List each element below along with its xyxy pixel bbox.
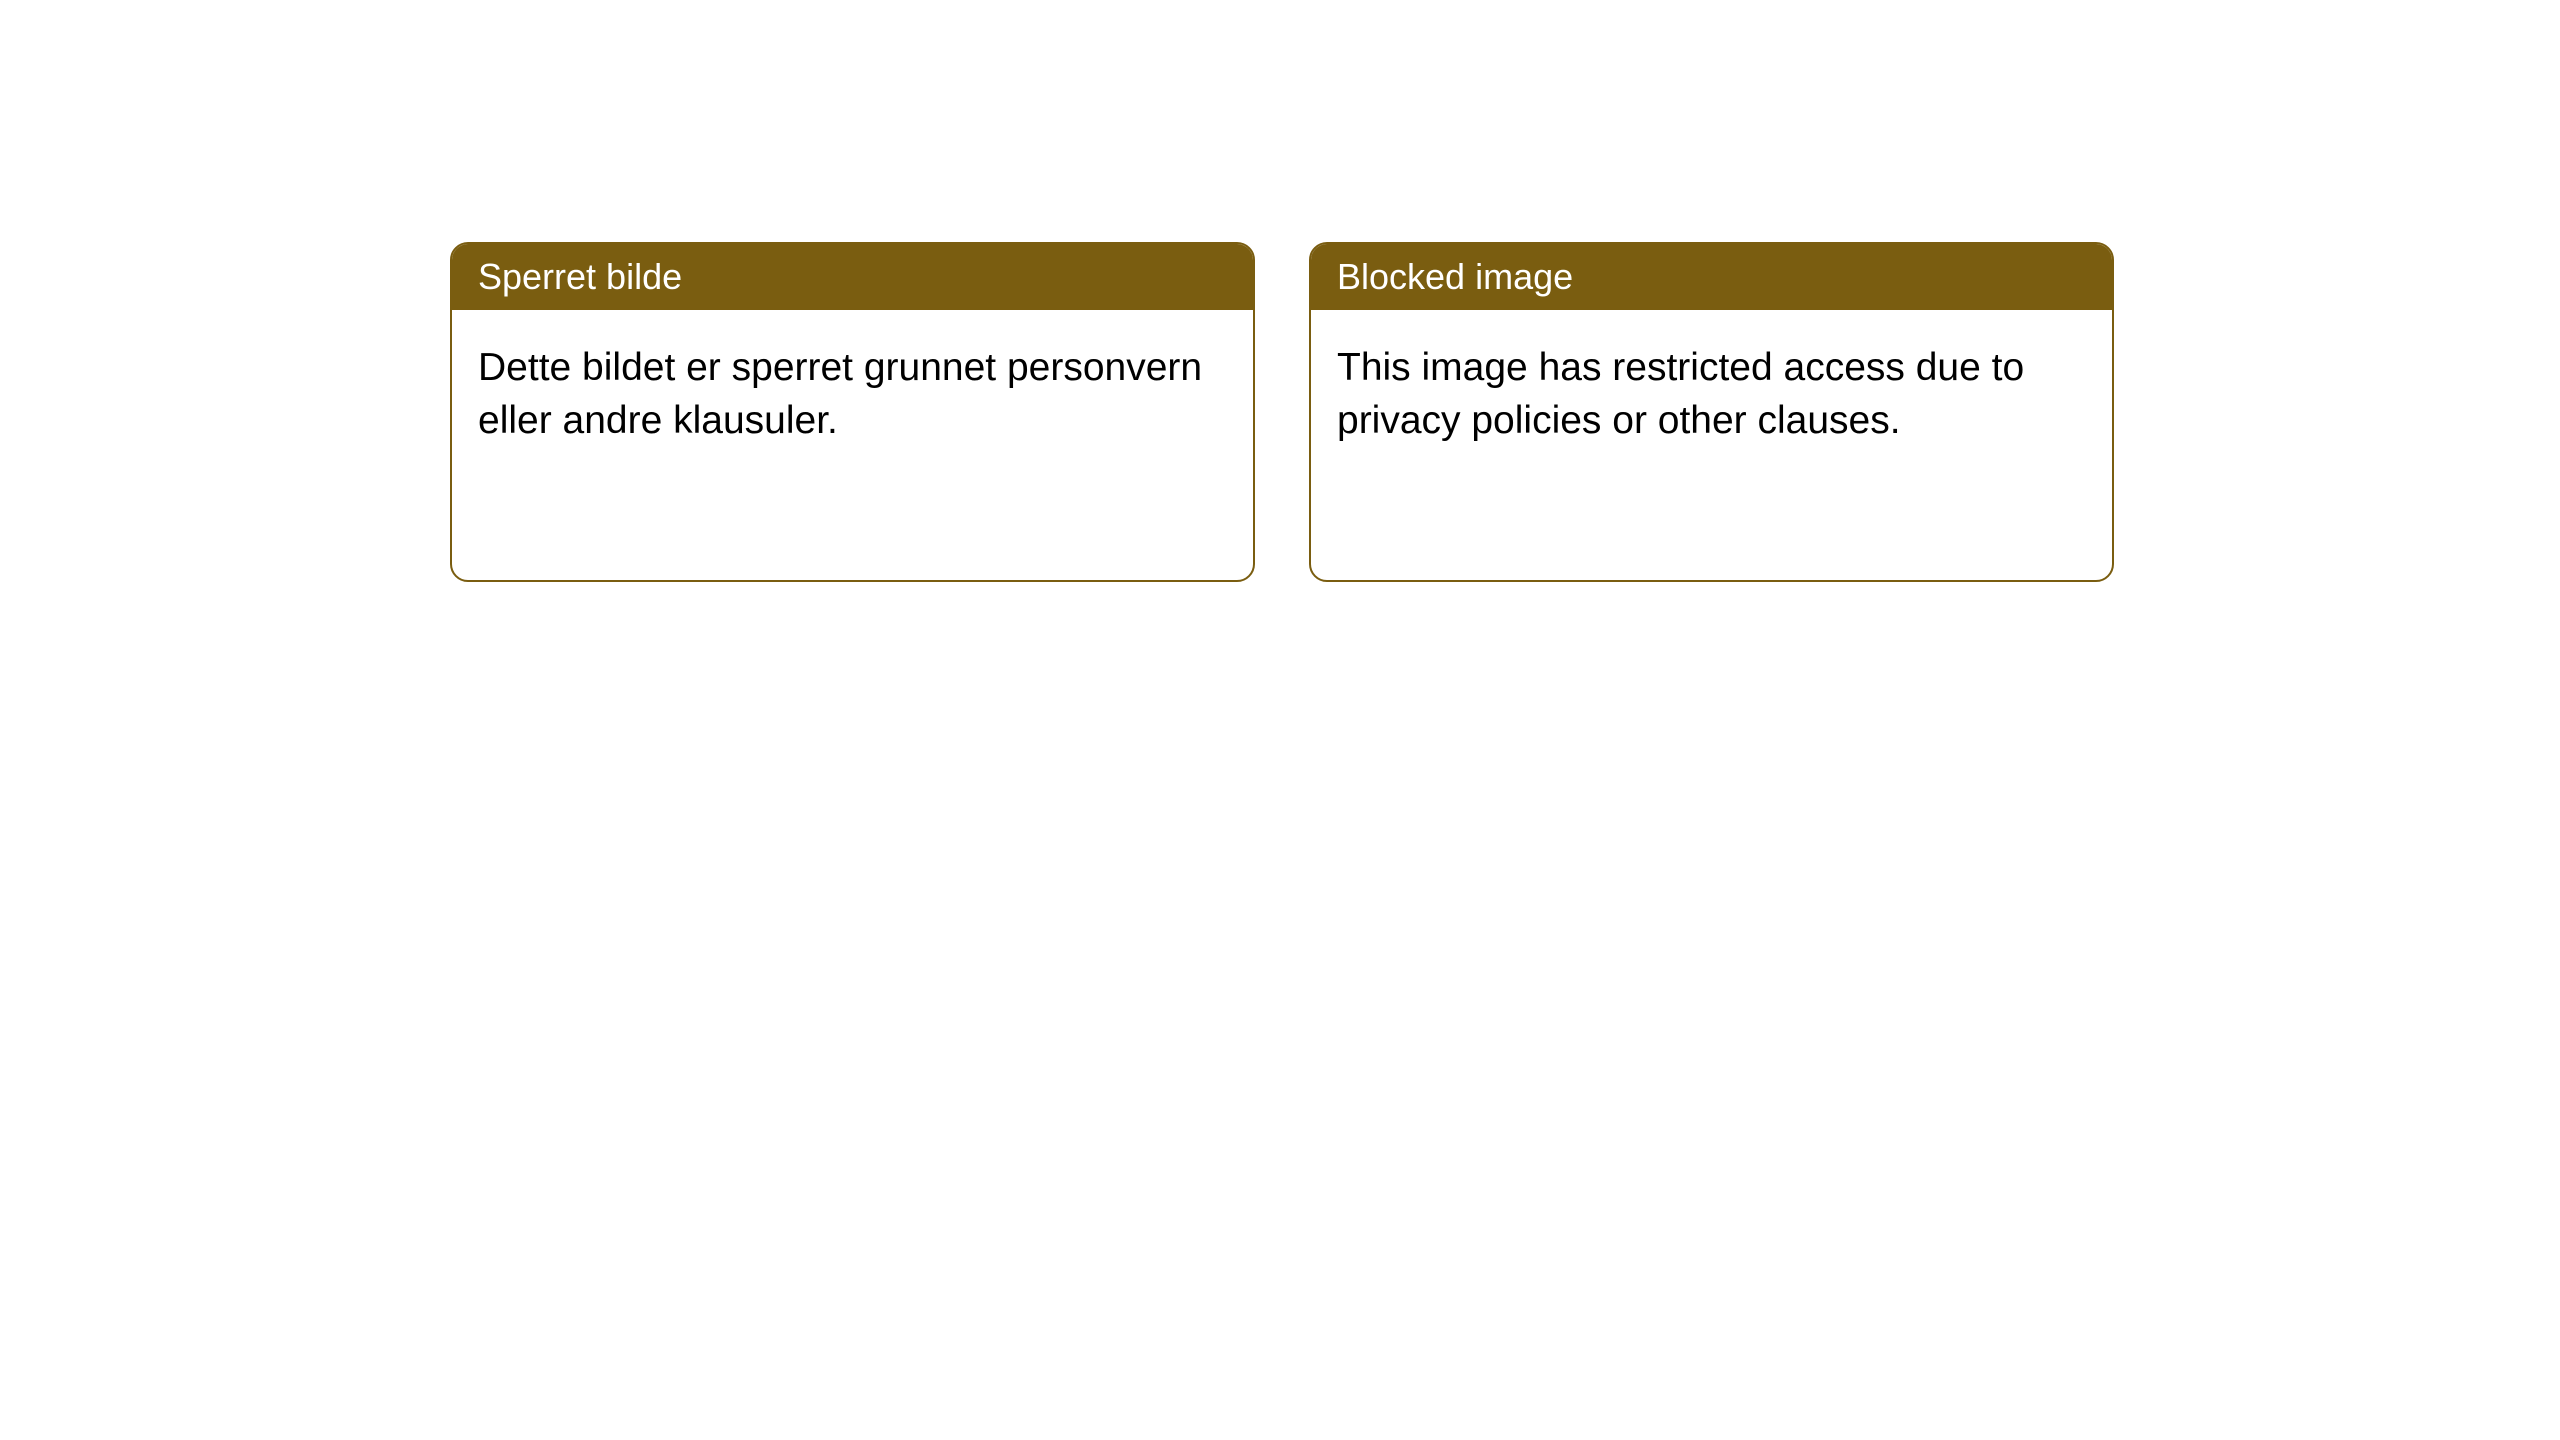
notice-header: Blocked image — [1311, 244, 2112, 310]
notice-title: Blocked image — [1337, 256, 1573, 297]
notice-body: Dette bildet er sperret grunnet personve… — [452, 310, 1253, 580]
notice-body: This image has restricted access due to … — [1311, 310, 2112, 580]
notice-card-english: Blocked image This image has restricted … — [1309, 242, 2114, 582]
notice-text: This image has restricted access due to … — [1337, 342, 2086, 447]
notice-card-norwegian: Sperret bilde Dette bildet er sperret gr… — [450, 242, 1255, 582]
notice-header: Sperret bilde — [452, 244, 1253, 310]
notice-text: Dette bildet er sperret grunnet personve… — [478, 342, 1227, 447]
notice-container: Sperret bilde Dette bildet er sperret gr… — [0, 0, 2560, 582]
notice-title: Sperret bilde — [478, 256, 682, 297]
